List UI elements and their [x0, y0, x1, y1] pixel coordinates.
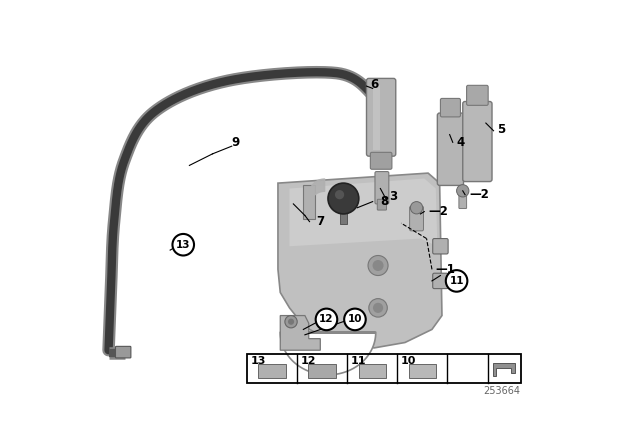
Polygon shape [493, 363, 515, 375]
FancyBboxPatch shape [467, 85, 488, 105]
Circle shape [285, 315, 297, 328]
Circle shape [316, 309, 337, 330]
FancyBboxPatch shape [115, 346, 131, 358]
Text: 5: 5 [497, 123, 506, 136]
Circle shape [456, 185, 469, 197]
Bar [247, 354, 520, 383]
Text: 13: 13 [250, 356, 266, 366]
Bar [308, 364, 336, 378]
FancyBboxPatch shape [433, 273, 448, 289]
Text: —2: —2 [469, 188, 489, 201]
Bar [303, 185, 315, 220]
Polygon shape [280, 315, 320, 350]
Polygon shape [280, 332, 376, 375]
Bar [372, 85, 380, 150]
Text: 10: 10 [348, 314, 362, 324]
Text: 253664: 253664 [483, 386, 520, 396]
Text: 13: 13 [176, 240, 191, 250]
Circle shape [369, 299, 387, 317]
Text: 11: 11 [350, 356, 366, 366]
Bar [358, 364, 386, 378]
Text: 3: 3 [390, 190, 397, 202]
Circle shape [172, 234, 194, 255]
Text: 8: 8 [380, 195, 388, 208]
Circle shape [372, 260, 383, 271]
FancyBboxPatch shape [410, 206, 424, 231]
Polygon shape [289, 178, 437, 246]
FancyBboxPatch shape [371, 152, 392, 169]
Polygon shape [278, 173, 442, 348]
Text: 6: 6 [371, 78, 379, 91]
Text: 10: 10 [401, 356, 416, 366]
FancyBboxPatch shape [375, 172, 389, 204]
FancyBboxPatch shape [463, 102, 492, 181]
Circle shape [288, 319, 294, 325]
Text: 7: 7 [316, 215, 324, 228]
FancyBboxPatch shape [378, 199, 387, 210]
Circle shape [344, 309, 365, 330]
FancyBboxPatch shape [433, 238, 448, 254]
Text: 4: 4 [456, 136, 465, 149]
Circle shape [328, 183, 359, 214]
Text: 12: 12 [319, 314, 333, 324]
Circle shape [373, 303, 383, 313]
Circle shape [410, 202, 422, 214]
Text: 9: 9 [232, 136, 240, 149]
Circle shape [335, 190, 344, 199]
Text: —2: —2 [428, 205, 448, 218]
FancyBboxPatch shape [459, 190, 467, 208]
FancyBboxPatch shape [367, 78, 396, 156]
FancyBboxPatch shape [440, 99, 460, 117]
FancyBboxPatch shape [437, 113, 463, 185]
Circle shape [446, 270, 467, 292]
Circle shape [368, 255, 388, 276]
Bar [259, 364, 286, 378]
Text: 12: 12 [300, 356, 316, 366]
Bar [340, 212, 348, 224]
Bar [408, 364, 436, 378]
Text: —1: —1 [436, 263, 456, 276]
Text: 11: 11 [449, 276, 464, 286]
